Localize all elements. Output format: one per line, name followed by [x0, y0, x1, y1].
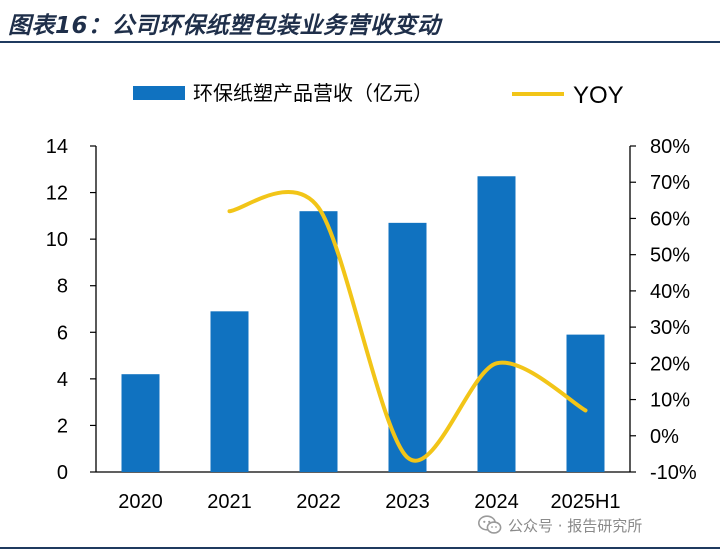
watermark: 公众号 · 报告研究所 — [478, 513, 642, 537]
axes: 0 2 4 6 8 10 12 14 -10% 0% 10% 20% 30% 40% 50% 60% 70% 80… — [46, 136, 697, 513]
yoy-line — [227, 189, 588, 463]
left-axis-tick-label: 14 — [46, 136, 68, 158]
x-axis-tick-label: 2023 — [385, 491, 430, 513]
legend-bar-swatch — [133, 86, 185, 100]
right-axis-tick-label: 20% — [650, 353, 690, 375]
revenue-bar — [388, 222, 427, 472]
yoy-series — [227, 189, 588, 463]
right-axis-tick-label: 0% — [650, 426, 679, 448]
left-axis-tick-label: 12 — [46, 183, 68, 205]
legend-bar-label: 环保纸塑产品营收（亿元） — [193, 81, 433, 105]
right-axis-tick-label: 50% — [650, 245, 690, 267]
wechat-icon — [478, 515, 502, 534]
left-axis-tick-label: 10 — [46, 229, 68, 251]
right-axis-tick-label: 10% — [650, 390, 690, 412]
right-axis-tick-label: 70% — [650, 172, 690, 194]
right-axis-tick-label: 80% — [650, 136, 690, 158]
x-axis-tick-label: 2021 — [207, 491, 252, 513]
figure-title: 图表16：公司环保纸塑包装业务营收变动 — [8, 13, 441, 39]
report-header: 图表16：公司环保纸塑包装业务营收变动 — [0, 0, 720, 40]
left-axis-tick-label: 0 — [57, 462, 68, 484]
x-axis-tick-label: 2020 — [118, 491, 163, 513]
revenue-bar — [121, 374, 160, 472]
revenue-bar — [299, 211, 338, 472]
x-axis-tick-label: 2022 — [296, 491, 341, 513]
left-axis-tick-label: 6 — [57, 322, 68, 344]
left-axis-tick-label: 4 — [57, 369, 68, 391]
right-axis-tick-label: 60% — [650, 208, 690, 230]
bar-series — [121, 176, 605, 472]
right-axis-tick-label: 40% — [650, 281, 690, 303]
header-rule — [0, 41, 720, 43]
footer-rule — [0, 547, 720, 549]
right-axis-tick-label: 30% — [650, 317, 690, 339]
left-axis-tick-label: 8 — [57, 276, 68, 298]
watermark-text: 公众号 · 报告研究所 — [508, 516, 643, 535]
revenue-bar — [477, 176, 516, 472]
left-axis-tick-label: 2 — [57, 415, 68, 437]
x-axis-tick-label: 2025H1 — [550, 491, 620, 513]
legend-line-label: YOY — [573, 82, 624, 109]
x-axis-tick-label: 2024 — [474, 491, 519, 513]
legend: 环保纸塑产品营收（亿元） YOY — [133, 81, 624, 109]
revenue-bar — [210, 311, 249, 472]
right-axis-tick-label: -10% — [650, 462, 697, 484]
